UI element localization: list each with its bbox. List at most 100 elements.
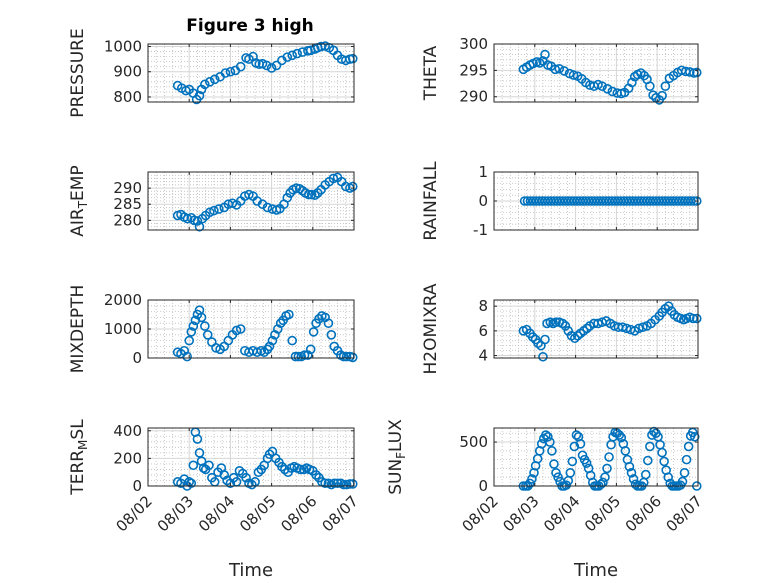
data-point: [560, 321, 571, 331]
data-point: [689, 431, 700, 442]
data-point: [691, 196, 702, 206]
data-point: [538, 351, 548, 362]
y-tick-label: 290: [459, 88, 488, 106]
data-point: [267, 335, 278, 346]
figure-title: Figure 3 high: [186, 16, 314, 36]
data-point: [540, 334, 550, 345]
data-point: [311, 470, 321, 480]
data-point: [621, 323, 632, 334]
data-point: [271, 60, 282, 71]
y-tick-label: 0: [478, 477, 488, 495]
data-point: [186, 327, 197, 337]
data-series: [518, 49, 702, 105]
y-tick-label: 0: [478, 192, 488, 210]
data-series: [172, 427, 358, 491]
data-point: [638, 322, 648, 332]
x-axis-label: Time: [228, 560, 273, 581]
data-point: [188, 460, 199, 471]
data-point: [540, 49, 550, 60]
x-tick-label: 08/05: [581, 492, 624, 535]
data-point: [602, 463, 612, 474]
data-point: [308, 327, 319, 337]
y-tick-label: 280: [113, 211, 142, 229]
x-tick-label: 08/07: [319, 492, 362, 535]
data-point: [640, 469, 651, 480]
data-point: [554, 63, 565, 74]
data-point: [231, 325, 242, 336]
y-tick-label: 1: [478, 163, 488, 181]
data-point: [347, 53, 358, 64]
data-point: [204, 460, 214, 471]
data-point: [527, 474, 537, 484]
data-point: [685, 67, 695, 77]
data-point: [347, 479, 358, 489]
y-tick-label: 1000: [104, 320, 142, 338]
data-point: [663, 472, 674, 483]
data-point: [686, 196, 696, 206]
data-point: [614, 430, 625, 440]
x-tick-label: 08/05: [236, 492, 279, 535]
data-point: [559, 66, 569, 76]
data-point: [596, 479, 606, 490]
data-point: [569, 441, 580, 452]
data-point: [338, 351, 349, 362]
y-tick-label: 200: [113, 449, 142, 467]
data-point: [292, 48, 302, 59]
data-point: [602, 84, 613, 94]
y-tick-label: 4: [478, 347, 488, 365]
y-tick-label: 900: [113, 63, 142, 81]
data-point: [252, 347, 262, 358]
data-point: [202, 329, 213, 340]
data-point: [634, 323, 644, 334]
data-point: [341, 351, 352, 362]
y-axis-label: TERRMSL: [68, 419, 90, 496]
subplot-rainfall: -1 0 1 RAINFALL: [421, 161, 702, 241]
data-point: [525, 478, 535, 489]
data-point: [287, 50, 298, 61]
data-point: [550, 64, 561, 75]
y-axis-label: H2OMIXRA: [421, 283, 441, 374]
data-point: [549, 459, 559, 469]
axes-box: [493, 299, 699, 359]
data-point: [626, 468, 637, 478]
y-axis-label: MIXDEPTH: [68, 285, 88, 374]
y-axis-label: AIRTEMP: [68, 165, 90, 236]
data-point: [616, 432, 627, 443]
data-point: [262, 202, 273, 213]
data-point: [691, 67, 702, 78]
x-tick-label: 08/04: [195, 492, 238, 535]
subplot-h2omixra: 4 6 8 H2OMIXRA: [421, 283, 702, 375]
data-point: [551, 468, 561, 478]
data-point: [545, 437, 555, 447]
data-point: [679, 468, 690, 478]
y-tick-label: 2000: [104, 291, 142, 309]
data-point: [241, 472, 251, 483]
data-point: [290, 351, 301, 362]
data-point: [184, 335, 194, 346]
data-point: [543, 431, 553, 442]
data-point: [225, 66, 236, 77]
data-point: [305, 344, 316, 355]
data-point: [303, 189, 314, 200]
y-tick-label: 0: [132, 477, 142, 495]
y-tick-label: 1000: [104, 38, 142, 56]
data-point: [194, 90, 205, 101]
data-point: [565, 468, 576, 478]
data-point: [577, 450, 588, 461]
x-tick-label: 08/04: [540, 492, 583, 535]
data-point: [600, 472, 610, 483]
y-tick-label: 8: [478, 297, 488, 315]
y-tick-label: 800: [113, 88, 142, 106]
data-point: [617, 322, 628, 332]
data-point: [235, 61, 246, 72]
data-point: [645, 441, 655, 452]
data-point: [277, 461, 287, 472]
data-series: [518, 301, 702, 362]
data-point: [648, 90, 658, 100]
data-point: [253, 467, 264, 477]
axes-box: [493, 43, 699, 103]
x-axis-label: Time: [573, 560, 618, 581]
data-point: [235, 324, 246, 334]
